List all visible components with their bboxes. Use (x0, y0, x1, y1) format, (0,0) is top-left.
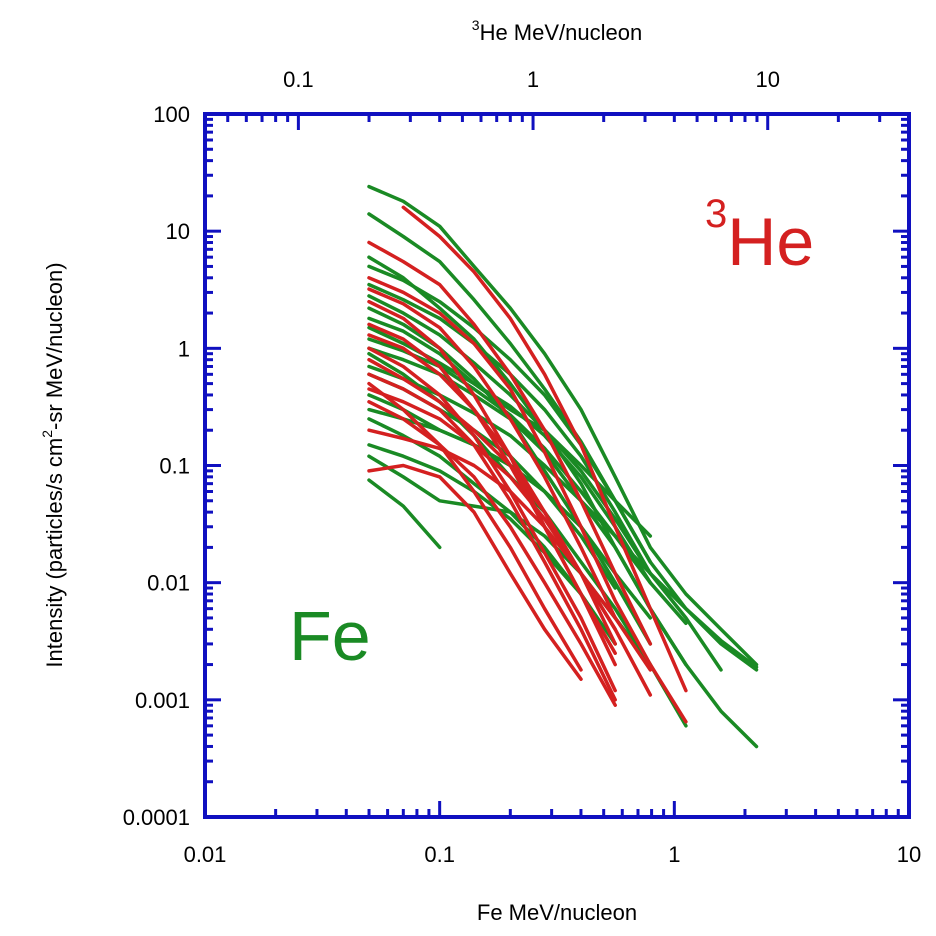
x-axis-title: Fe MeV/nucleon (477, 900, 637, 925)
he3-spectrum-line (367, 287, 617, 620)
fe-spectrum-line (367, 443, 617, 646)
top-axis-title-text: He MeV/nucleon (480, 20, 643, 45)
y-axis-title-post: -sr MeV/nucleon) (42, 262, 67, 430)
top-x-tick-label: 10 (755, 67, 779, 92)
he3-spectrum-line (367, 372, 617, 702)
y-axis-title-pre: Intensity (particles/s cm (42, 438, 67, 668)
he3-spectrum-line (367, 322, 617, 667)
y-tick-label: 10 (166, 219, 190, 244)
y-tick-label: 0.1 (159, 454, 190, 479)
he3-spectrum-line (367, 428, 653, 672)
y-axis-title-sup: 2 (39, 430, 55, 438)
fe-spectrum-line (367, 316, 653, 538)
x-tick-label: 1 (668, 842, 680, 867)
he3-spectrum-line (367, 346, 617, 693)
he3-label-text: He (727, 204, 814, 280)
y-tick-label: 0.0001 (123, 805, 190, 830)
y-tick-label: 1 (178, 336, 190, 361)
he3-spectrum-line (367, 400, 617, 707)
fe-spectrum-line (367, 478, 442, 550)
spectra-lines (367, 184, 759, 749)
tick-labels: 0.01 0.1 1 10 0.1 1 10 0.0001 0.001 0.01 0.1 1 10 100 (123, 67, 922, 867)
series-he3 (367, 205, 688, 724)
fe-spectrum-line (367, 184, 759, 667)
y-axis-title: Intensity (particles/s cm2-sr MeV/nucleo… (39, 262, 67, 667)
plot-frame (203, 112, 911, 819)
x-tick-label: 10 (897, 842, 921, 867)
he3-spectrum-line (367, 381, 583, 672)
he3-spectrum-line (401, 205, 688, 693)
fe-spectrum-line (367, 337, 688, 626)
fe-spectrum-line (367, 417, 583, 596)
x-tick-label: 0.1 (424, 842, 455, 867)
y-tick-label: 100 (153, 102, 190, 127)
y-tick-label: 0.001 (135, 688, 190, 713)
he3-spectrum-line (367, 276, 688, 724)
fe-label: Fe (289, 597, 371, 675)
y-tick-label: 0.01 (147, 571, 190, 596)
he3-label: 3He (705, 192, 814, 280)
top-axis-title: 3He MeV/nucleon (472, 17, 642, 45)
he3-spectrum-line (367, 333, 617, 632)
fe-spectrum-line (367, 346, 688, 667)
top-axis-title-sup: 3 (472, 17, 480, 33)
top-x-tick-label: 0.1 (283, 67, 314, 92)
he3-label-sup: 3 (705, 192, 727, 236)
top-x-tick-label: 1 (527, 67, 539, 92)
x-tick-label: 0.01 (184, 842, 227, 867)
he3-spectrum-line (367, 240, 653, 646)
fe-spectrum-line (367, 282, 723, 672)
series-fe (367, 184, 759, 749)
he3-spectrum-line (367, 463, 583, 681)
fe-spectrum-line (367, 264, 653, 564)
